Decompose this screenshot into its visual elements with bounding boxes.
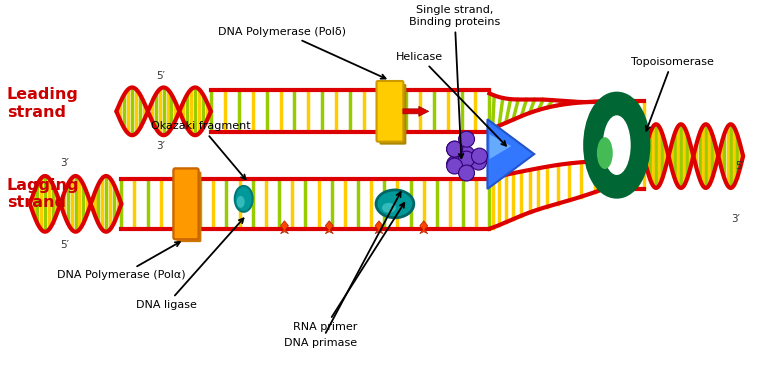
Circle shape (447, 141, 463, 157)
Ellipse shape (382, 203, 396, 213)
Text: DNA primase: DNA primase (284, 192, 400, 348)
Ellipse shape (597, 137, 612, 169)
Circle shape (447, 141, 463, 157)
Text: 5′: 5′ (736, 161, 745, 171)
Text: DNA Polymerase (Polα): DNA Polymerase (Polα) (57, 242, 185, 280)
FancyBboxPatch shape (173, 169, 198, 239)
Text: Topoisomerase: Topoisomerase (631, 57, 714, 131)
Circle shape (447, 158, 463, 174)
Polygon shape (490, 134, 511, 159)
Text: 3′: 3′ (157, 141, 166, 151)
FancyBboxPatch shape (176, 171, 201, 242)
Text: RNA primer: RNA primer (293, 203, 404, 332)
Text: DNA Polymerase (Polδ): DNA Polymerase (Polδ) (219, 27, 385, 79)
Polygon shape (326, 221, 333, 234)
Text: Leading
strand: Leading strand (7, 87, 79, 120)
Ellipse shape (376, 190, 414, 218)
FancyBboxPatch shape (379, 84, 407, 145)
Polygon shape (281, 221, 288, 234)
Text: 3′: 3′ (732, 214, 740, 224)
Text: Lagging
strand: Lagging strand (7, 178, 79, 210)
Circle shape (472, 148, 488, 164)
Text: Okazaki fragment: Okazaki fragment (151, 121, 251, 179)
Text: 5′: 5′ (60, 240, 69, 250)
Circle shape (447, 156, 463, 172)
Ellipse shape (589, 98, 645, 193)
Ellipse shape (237, 196, 245, 208)
Circle shape (471, 154, 487, 170)
Circle shape (459, 131, 475, 147)
Text: Helicase: Helicase (396, 52, 506, 146)
Circle shape (459, 165, 475, 181)
Ellipse shape (603, 115, 631, 175)
Text: 5′: 5′ (157, 71, 166, 81)
Text: 3′: 3′ (60, 158, 69, 168)
Polygon shape (420, 221, 428, 234)
FancyBboxPatch shape (173, 169, 198, 239)
Polygon shape (375, 221, 383, 234)
Circle shape (459, 146, 475, 162)
Text: Single strand,
Binding proteins: Single strand, Binding proteins (409, 5, 500, 158)
FancyBboxPatch shape (376, 81, 403, 142)
Ellipse shape (235, 186, 253, 212)
Circle shape (459, 151, 475, 167)
Polygon shape (488, 119, 534, 189)
FancyArrow shape (403, 106, 428, 116)
Text: DNA ligase: DNA ligase (136, 218, 244, 310)
